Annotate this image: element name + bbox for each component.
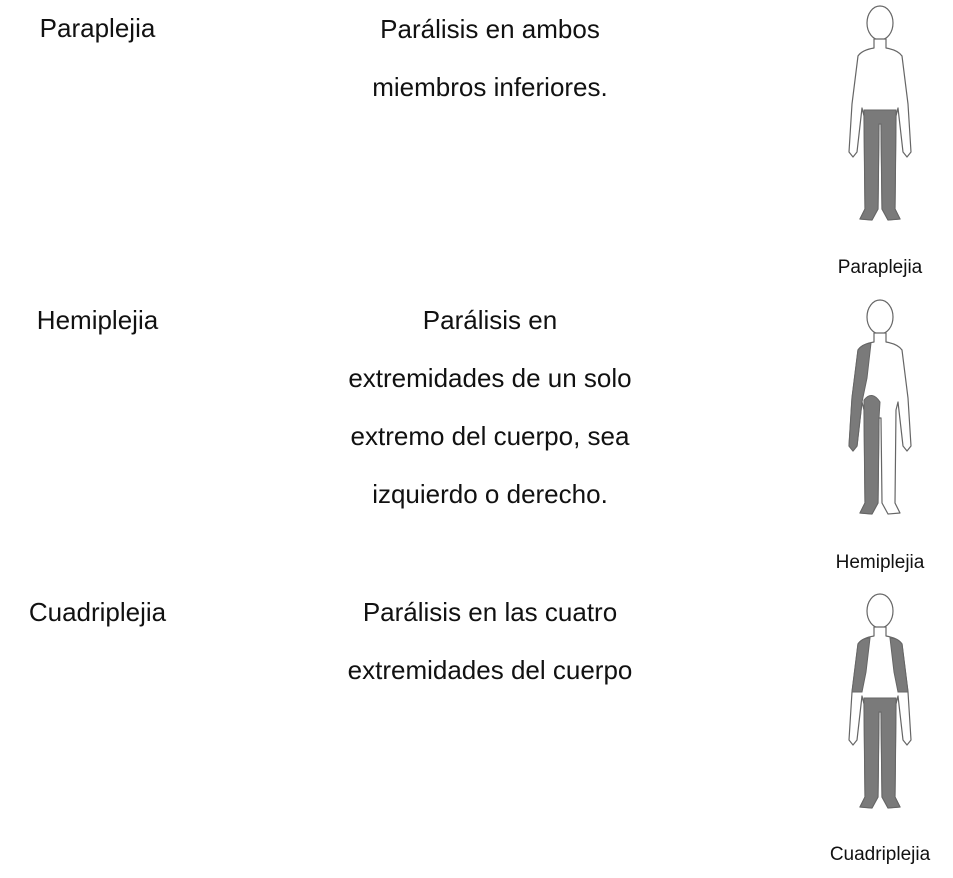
body-figure xyxy=(840,4,920,224)
description: Parálisis en extremidades de un solo ext… xyxy=(290,291,690,523)
caption: Cuadriplejia xyxy=(829,844,931,865)
description: Parálisis en las cuatro extremidades del… xyxy=(290,583,690,699)
description-line: Parálisis en las cuatro xyxy=(362,597,618,627)
description: Parálisis en ambos miembros inferiores. xyxy=(290,0,690,116)
description-line: Parálisis en xyxy=(422,305,558,335)
description-line: extremidades de un solo xyxy=(348,363,632,393)
term: Paraplejia xyxy=(39,13,156,43)
description-line: extremidades del cuerpo xyxy=(347,655,633,685)
caption: Hemiplejia xyxy=(835,552,925,573)
body-figure xyxy=(840,592,920,812)
description-line: izquierdo o derecho. xyxy=(372,479,608,509)
body-figure xyxy=(840,298,920,518)
description-line: Parálisis en ambos xyxy=(380,14,600,44)
caption: Paraplejia xyxy=(837,257,923,278)
description-line: miembros inferiores. xyxy=(372,72,608,102)
term: Hemiplejia xyxy=(36,305,159,335)
description-line: extremo del cuerpo, sea xyxy=(350,421,630,451)
term: Cuadriplejia xyxy=(28,597,167,627)
